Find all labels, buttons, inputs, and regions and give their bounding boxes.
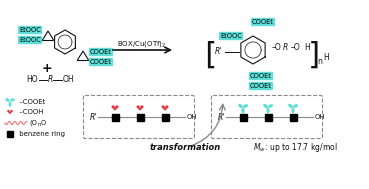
Text: ]: ]	[306, 40, 324, 70]
Ellipse shape	[165, 105, 169, 108]
Text: OH: OH	[63, 75, 75, 84]
Ellipse shape	[115, 105, 118, 108]
Bar	[7, 131, 13, 137]
Text: BOX/Cu(OTf)$_2$: BOX/Cu(OTf)$_2$	[117, 39, 167, 49]
Text: HO: HO	[26, 75, 38, 84]
Text: R': R'	[90, 112, 97, 122]
Polygon shape	[137, 108, 143, 111]
Polygon shape	[162, 108, 168, 111]
Text: benzene ring: benzene ring	[17, 131, 65, 137]
Ellipse shape	[292, 108, 294, 113]
Ellipse shape	[243, 104, 248, 108]
Ellipse shape	[241, 108, 245, 113]
Text: O: O	[41, 120, 46, 126]
Ellipse shape	[111, 105, 115, 108]
Text: –COOH: –COOH	[17, 109, 44, 115]
Text: –COOEt: –COOEt	[17, 99, 45, 105]
Text: transformation: transformation	[149, 143, 221, 152]
Text: H: H	[323, 53, 329, 63]
Text: $\it{M}$$_w$: up to 17.7 kg/mol: $\it{M}$$_w$: up to 17.7 kg/mol	[253, 142, 337, 154]
Ellipse shape	[140, 105, 144, 108]
Bar	[111, 114, 118, 121]
Text: –O: –O	[291, 43, 301, 53]
Text: COOEt: COOEt	[90, 59, 112, 65]
Ellipse shape	[6, 98, 10, 102]
Text: R': R'	[218, 112, 225, 122]
Ellipse shape	[288, 104, 293, 108]
Text: n: n	[318, 57, 323, 67]
Ellipse shape	[10, 110, 13, 112]
Ellipse shape	[10, 98, 15, 102]
Text: EtOOC: EtOOC	[19, 37, 41, 43]
Text: R': R'	[214, 47, 222, 57]
Text: EtOOC: EtOOC	[19, 27, 41, 33]
Ellipse shape	[7, 110, 10, 112]
Polygon shape	[112, 108, 118, 111]
Text: [: [	[200, 40, 218, 70]
Text: –O: –O	[272, 43, 282, 53]
Polygon shape	[7, 112, 13, 114]
Text: OH: OH	[187, 114, 198, 120]
Bar	[239, 114, 246, 121]
Ellipse shape	[293, 104, 298, 108]
Text: (O: (O	[29, 120, 37, 126]
Text: n: n	[38, 122, 41, 128]
Ellipse shape	[238, 104, 243, 108]
Text: H: H	[304, 43, 310, 53]
Text: +: +	[42, 61, 52, 74]
Ellipse shape	[162, 105, 165, 108]
Ellipse shape	[263, 104, 268, 108]
Ellipse shape	[8, 102, 11, 107]
Text: R: R	[47, 75, 53, 84]
Ellipse shape	[268, 104, 273, 108]
Bar	[162, 114, 169, 121]
Text: EtOOC: EtOOC	[220, 33, 242, 39]
Ellipse shape	[137, 105, 140, 108]
Text: COOEt: COOEt	[250, 83, 272, 89]
Bar	[265, 114, 272, 121]
Bar	[290, 114, 297, 121]
Text: COOEt: COOEt	[90, 49, 112, 55]
Ellipse shape	[266, 108, 270, 113]
Text: R: R	[283, 43, 288, 53]
Bar	[137, 114, 144, 121]
Text: COOEt: COOEt	[250, 73, 272, 79]
Text: COOEt: COOEt	[252, 19, 274, 25]
Text: OH: OH	[315, 114, 325, 120]
